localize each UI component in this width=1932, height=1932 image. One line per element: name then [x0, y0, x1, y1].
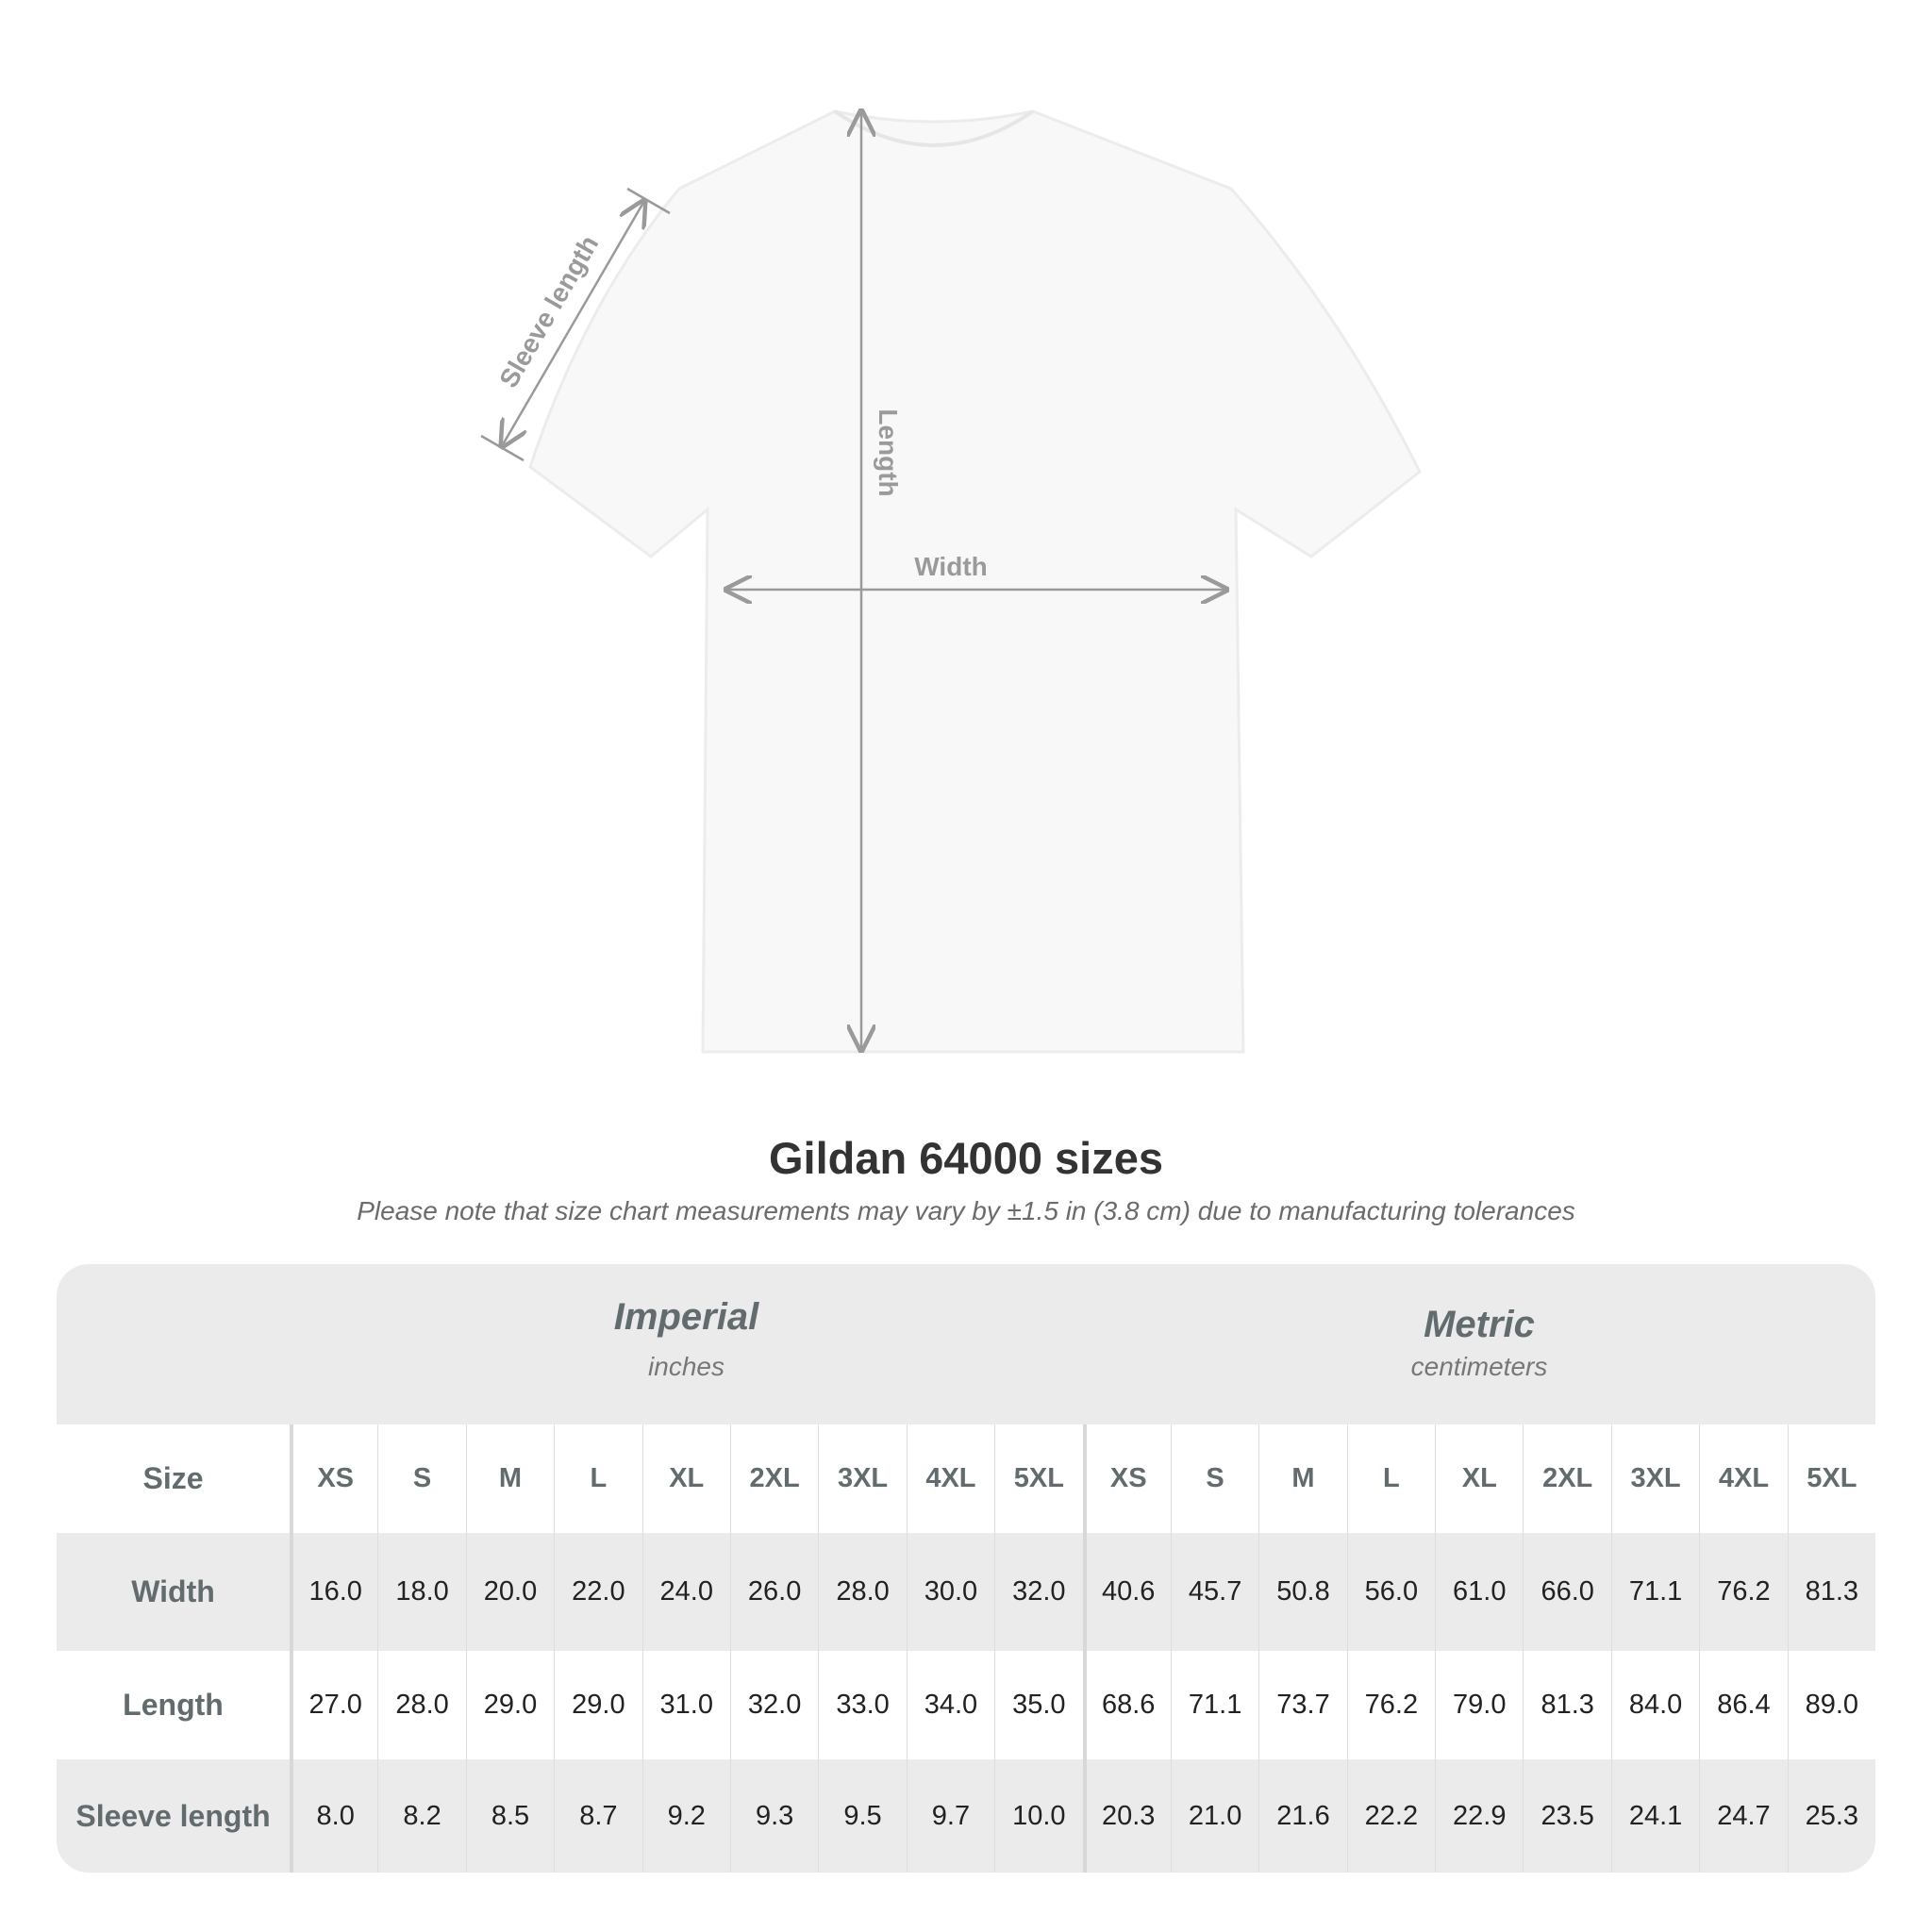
measurement-cell: 9.7 [906, 1759, 994, 1873]
size-header-imperial: 2XL [729, 1424, 818, 1533]
measurement-cell: 79.0 [1435, 1651, 1523, 1759]
measurement-cell: 9.2 [641, 1759, 730, 1873]
measurement-cell: 56.0 [1346, 1533, 1435, 1651]
table-row: Length 27.0 28.0 29.0 29.0 31.0 32.0 33.0 34.0 35… [57, 1651, 1875, 1759]
measurement-cell: 22.9 [1435, 1759, 1523, 1873]
measurement-cell: 50.8 [1258, 1533, 1346, 1651]
measurement-cell: 35.0 [994, 1651, 1082, 1759]
measurement-cell: 31.0 [641, 1651, 730, 1759]
length-label: Length [874, 408, 903, 496]
measurement-cell: 25.3 [1787, 1759, 1875, 1873]
measurement-cell: 10.0 [994, 1759, 1082, 1873]
measurement-cell: 32.0 [994, 1533, 1082, 1651]
size-header-imperial: XS [290, 1424, 377, 1533]
measurement-cell: 8.0 [290, 1759, 377, 1873]
measurement-cell: 81.3 [1787, 1533, 1875, 1651]
tshirt-illustration: Length Width Sleeve length [480, 0, 1422, 1054]
measurement-cell: 8.2 [377, 1759, 465, 1873]
measurement-cell: 34.0 [906, 1651, 994, 1759]
measurement-cell: 28.0 [818, 1533, 906, 1651]
measurement-cell: 45.7 [1170, 1533, 1258, 1651]
page-title: Gildan 64000 sizes [768, 1133, 1164, 1183]
measurement-cell: 76.2 [1699, 1533, 1787, 1651]
size-header-row: Size XS S M L XL 2XL 3XL 4XL 5XL XS S M L XL 2XL 3XL 4XL 5… [57, 1424, 1875, 1533]
size-header-imperial: S [377, 1424, 465, 1533]
measurement-cell: 24.7 [1699, 1759, 1787, 1873]
measurement-cell: 21.6 [1258, 1759, 1346, 1873]
tolerance-note: Please note that size chart measurements… [357, 1196, 1575, 1225]
width-label: Width [914, 552, 988, 581]
row-label: Size [142, 1461, 204, 1495]
size-header-metric: L [1346, 1424, 1435, 1533]
measurement-cell: 26.0 [729, 1533, 818, 1651]
measurement-cell: 33.0 [818, 1651, 906, 1759]
size-header-imperial: XL [641, 1424, 730, 1533]
table-row: Width 16.0 18.0 20.0 22.0 24.0 26.0 28.0 30.0 32.… [57, 1533, 1875, 1651]
size-header-imperial: 5XL [994, 1424, 1082, 1533]
measurement-cell: 22.2 [1346, 1759, 1435, 1873]
measurement-cell: 86.4 [1699, 1651, 1787, 1759]
measurement-cell: 89.0 [1787, 1651, 1875, 1759]
measurement-cell: 28.0 [377, 1651, 465, 1759]
size-header-metric: M [1258, 1424, 1346, 1533]
measurement-cell: 73.7 [1258, 1651, 1346, 1759]
measurement-cell: 66.0 [1523, 1533, 1610, 1651]
measurement-cell: 71.1 [1170, 1651, 1258, 1759]
measurement-cell: 21.0 [1170, 1759, 1258, 1873]
measurement-cell: 24.1 [1610, 1759, 1699, 1873]
imperial-header: Imperial inches [613, 1296, 759, 1381]
size-header-metric: XS [1082, 1424, 1171, 1533]
measurement-cell: 16.0 [290, 1533, 377, 1651]
measurement-cell: 9.5 [818, 1759, 906, 1873]
measurement-cell: 29.0 [554, 1651, 641, 1759]
size-header-imperial: 3XL [818, 1424, 906, 1533]
measurement-cell: 32.0 [729, 1651, 818, 1759]
measurement-cell: 20.0 [465, 1533, 554, 1651]
measurement-cell: 61.0 [1435, 1533, 1523, 1651]
size-header-metric: 3XL [1610, 1424, 1699, 1533]
size-header-metric: S [1170, 1424, 1258, 1533]
measurement-cell: 8.5 [465, 1759, 554, 1873]
size-header-metric: 2XL [1523, 1424, 1610, 1533]
size-header-metric: 5XL [1787, 1424, 1875, 1533]
table-row: Sleeve length 8.0 8.2 8.5 8.7 9.2 9.3 9.5 9.7 10.… [57, 1759, 1875, 1873]
measurement-cell: 30.0 [906, 1533, 994, 1651]
measurement-cell: 23.5 [1523, 1759, 1610, 1873]
row-label: Length [123, 1688, 224, 1722]
size-header-imperial: L [554, 1424, 641, 1533]
size-header-metric: XL [1435, 1424, 1523, 1533]
measurement-cell: 81.3 [1523, 1651, 1610, 1759]
size-header-metric: 4XL [1699, 1424, 1787, 1533]
sleeve-arrow [502, 201, 644, 446]
measurement-cell: 76.2 [1346, 1651, 1435, 1759]
measurement-cell: 22.0 [554, 1533, 641, 1651]
row-label: Width [131, 1574, 215, 1608]
measurement-cell: 68.6 [1082, 1651, 1171, 1759]
size-table: Imperial inches Metric centimeters Size X… [57, 1264, 1875, 1873]
measurement-cell: 24.0 [641, 1533, 730, 1651]
size-header-imperial: M [465, 1424, 554, 1533]
row-label: Sleeve length [75, 1798, 271, 1833]
measurement-cell: 8.7 [554, 1759, 641, 1873]
measurement-cell: 71.1 [1610, 1533, 1699, 1651]
size-header-imperial: 4XL [906, 1424, 994, 1533]
measurement-cell: 40.6 [1082, 1533, 1171, 1651]
measurement-cell: 20.3 [1082, 1759, 1171, 1873]
measurement-cell: 27.0 [290, 1651, 377, 1759]
measurement-cell: 18.0 [377, 1533, 465, 1651]
measurement-cell: 84.0 [1610, 1651, 1699, 1759]
metric-header: Metric centimeters [1410, 1304, 1548, 1381]
tshirt-shape [528, 109, 1422, 1054]
measurement-cell: 29.0 [465, 1651, 554, 1759]
measurement-cell: 9.3 [729, 1759, 818, 1873]
